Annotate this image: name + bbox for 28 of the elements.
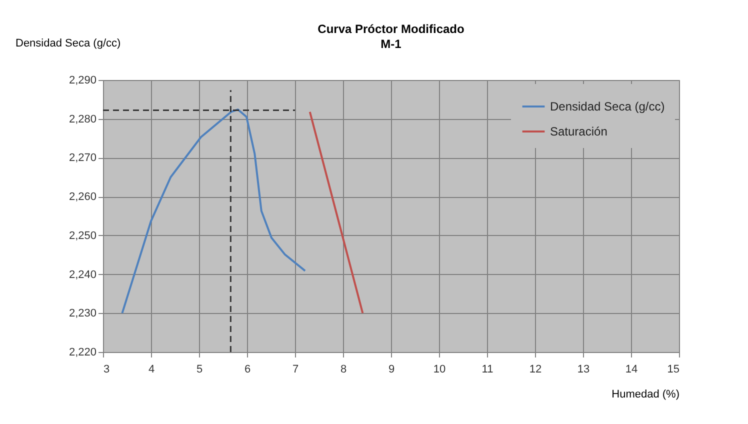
y-tick-label: 2,280 bbox=[68, 113, 96, 126]
x-tick-label: 10 bbox=[433, 364, 446, 376]
y-tick-label: 2,220 bbox=[68, 346, 96, 358]
y-tick-label: 2,290 bbox=[68, 74, 96, 86]
chart-title: Curva Próctor Modificado bbox=[318, 22, 464, 36]
y-tick-label: 2,250 bbox=[68, 230, 96, 242]
x-tick-label: 9 bbox=[388, 364, 395, 376]
x-tick-label: 14 bbox=[625, 364, 638, 376]
x-tick-label: 5 bbox=[196, 364, 203, 376]
x-tick-label: 7 bbox=[292, 364, 299, 376]
y-tick-label: 2,240 bbox=[68, 268, 96, 281]
legend-label: Densidad Seca (g/cc) bbox=[550, 100, 665, 114]
chart-subtitle: M-1 bbox=[380, 37, 402, 51]
y-axis-title: Densidad Seca (g/cc) bbox=[16, 38, 121, 50]
x-tick-label: 4 bbox=[148, 364, 155, 376]
legend-label: Saturación bbox=[550, 124, 608, 138]
y-tick-label: 2,230 bbox=[68, 308, 96, 320]
y-tick-label: 2,270 bbox=[68, 152, 96, 164]
line-series bbox=[121, 108, 306, 314]
x-tick-label: 11 bbox=[482, 364, 494, 376]
x-tick-label: 15 bbox=[667, 364, 680, 376]
x-tick-label: 8 bbox=[340, 364, 347, 376]
x-tick-label: 6 bbox=[244, 364, 251, 376]
y-tick-label: 2,260 bbox=[68, 191, 96, 204]
x-tick-label: 13 bbox=[577, 364, 590, 376]
x-axis-title: Humedad (%) bbox=[612, 388, 680, 400]
x-tick-label: 12 bbox=[529, 364, 542, 376]
x-tick-label: 3 bbox=[104, 364, 110, 376]
